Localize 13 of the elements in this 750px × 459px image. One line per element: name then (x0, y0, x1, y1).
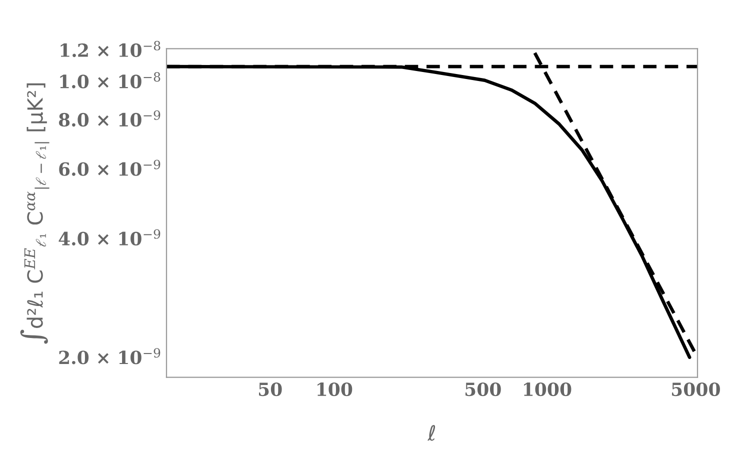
x-tick-label: 5000 (672, 382, 720, 396)
y-tick-label: 2.0 × 10$^{−9}$ (59, 348, 160, 364)
y-tick-label: 1.0 × 10$^{−8}$ (60, 72, 160, 88)
y-axis-title: ∫d²ℓ₁ C$^{EE}$$_{ℓ₁}$ C$^{αα}$$_{|ℓ−ℓ₁|}$ [μK²] (20, 83, 50, 344)
y-tick-label: 4.0 × 10$^{−9}$ (58, 229, 160, 246)
x-tick-label: 100 (318, 382, 352, 396)
x-axis-title: ℓ (427, 425, 436, 441)
y-tick-label: 6.0 × 10$^{−9}$ (59, 160, 160, 176)
y-tick-label: 1.2 × 10$^{−8}$ (60, 40, 160, 58)
x-tick-label: 1000 (524, 382, 572, 396)
x-tick-label: 50 (259, 382, 282, 396)
y-tick-label: 8.0 × 10$^{−9}$ (58, 110, 160, 127)
x-tick-label: 500 (466, 382, 501, 396)
